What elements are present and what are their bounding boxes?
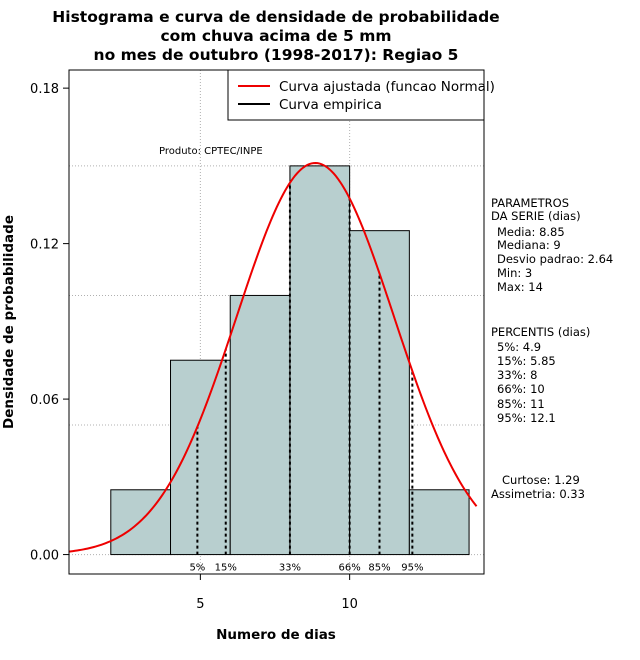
param-desvio: Desvio padrao: 2.64 — [497, 252, 613, 266]
legend-box — [227, 69, 485, 121]
percentile-label-4: 85% — [368, 563, 390, 574]
bar-1 — [170, 359, 231, 556]
percentil-5: 5%: 4.9 — [497, 340, 541, 354]
percentis-header: PERCENTIS (dias) — [491, 325, 590, 339]
title-line-2: com chuva acima de 5 mm — [160, 27, 391, 45]
histogram-bars — [110, 165, 470, 556]
percentile-lines — [196, 182, 414, 555]
param-media: Media: 8.85 — [497, 225, 565, 239]
curtose: Curtose: 1.29 — [502, 473, 580, 487]
percentil-66: 66%: 10 — [497, 382, 545, 396]
percentile-label-1: 15% — [215, 563, 237, 574]
bar-5 — [408, 489, 470, 556]
percentile-label-3: 66% — [339, 563, 361, 574]
percentile-label-0: 5% — [189, 563, 205, 574]
axes: 0.00 0.06 0.12 0.18 5 10 — [30, 82, 358, 612]
param-mediana: Mediana: 9 — [497, 238, 561, 252]
param-min: Min: 3 — [497, 266, 532, 280]
y-tick-label-2: 0.12 — [30, 238, 59, 253]
params-header-2: DA SERIE (dias) — [491, 209, 581, 223]
title-line-3: no mes de outubro (1998-2017): Regiao 5 — [94, 46, 459, 64]
params-header-1: PARAMETROS — [491, 196, 569, 210]
assimetria: Assimetria: 0.33 — [491, 487, 585, 501]
side-panel: PARAMETROS DA SERIE (dias) Media: 8.85 M… — [491, 196, 613, 501]
y-tick-label-1: 0.06 — [30, 393, 59, 408]
bar-2 — [229, 294, 291, 556]
x-tick-label-1: 10 — [341, 597, 358, 612]
chart-title: Histograma e curva de densidade de proba… — [52, 8, 499, 64]
legend: Curva ajustada (funcao Normal) Curva emp… — [227, 69, 495, 121]
percentil-33: 33%: 8 — [497, 368, 537, 382]
legend-label-fitted: Curva ajustada (funcao Normal) — [279, 79, 495, 95]
fitted-normal-curve — [68, 161, 478, 553]
y-tick-label-3: 0.18 — [30, 82, 59, 97]
param-max: Max: 14 — [497, 280, 543, 294]
percentile-label-5: 95% — [401, 563, 423, 574]
percentil-85: 85%: 11 — [497, 397, 545, 411]
x-tick-label-0: 5 — [196, 597, 204, 612]
legend-label-empirical: Curva empirica — [279, 97, 382, 113]
fitted-curve — [68, 161, 478, 553]
title-line-1: Histograma e curva de densidade de proba… — [52, 8, 499, 26]
bar-4 — [349, 230, 410, 556]
bar-0 — [110, 489, 172, 556]
product-annotation: Produto: CPTEC/INPE — [159, 146, 263, 157]
y-axis-title: Densidade de probabilidade — [1, 215, 17, 429]
percentile-label-2: 33% — [279, 563, 301, 574]
percentile-labels: 5% 15% 33% 66% 85% 95% — [189, 563, 423, 574]
percentil-15: 15%: 5.85 — [497, 354, 556, 368]
percentil-95: 95%: 12.1 — [497, 411, 556, 425]
x-axis-title: Numero de dias — [216, 627, 336, 643]
bar-3 — [289, 165, 351, 556]
y-tick-label-0: 0.00 — [30, 549, 59, 564]
